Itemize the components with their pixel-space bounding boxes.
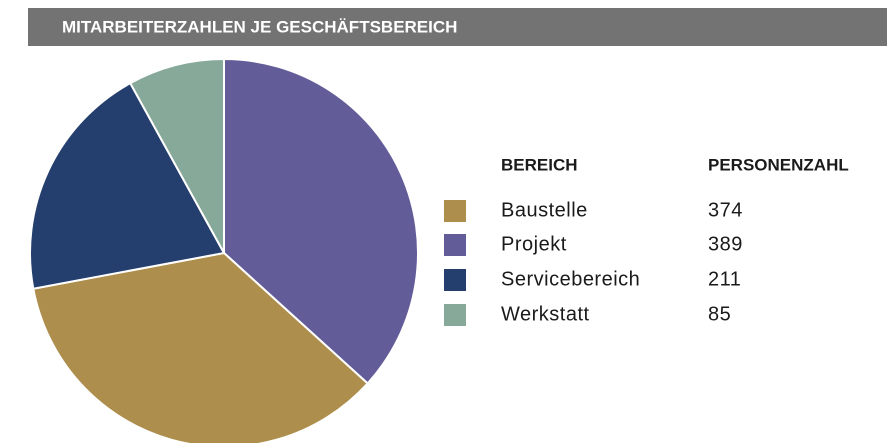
column-header: PERSONENZAHL	[708, 155, 849, 174]
pie-slice	[223, 57, 419, 385]
value-label: 211	[708, 268, 741, 290]
legend-swatch	[444, 269, 466, 291]
legend-label: Baustelle	[501, 199, 588, 221]
pie-slice	[128, 57, 225, 254]
column-header: BEREICH	[501, 155, 578, 174]
legend-swatch	[444, 234, 466, 256]
pie-slice	[32, 251, 370, 443]
legend-label: Werkstatt	[501, 303, 590, 325]
value-label: 389	[708, 233, 743, 255]
value-label: 374	[708, 199, 743, 221]
legend-swatch	[444, 200, 466, 222]
value-label: 85	[708, 303, 731, 325]
pie-slice	[29, 81, 226, 290]
legend-swatch	[444, 304, 466, 326]
chart-title: MITARBEITERZAHLEN JE GESCHÄFTSBEREICH	[62, 17, 457, 36]
legend-label: Servicebereich	[501, 268, 640, 290]
title-bar	[28, 8, 887, 46]
legend-label: Projekt	[501, 233, 567, 255]
